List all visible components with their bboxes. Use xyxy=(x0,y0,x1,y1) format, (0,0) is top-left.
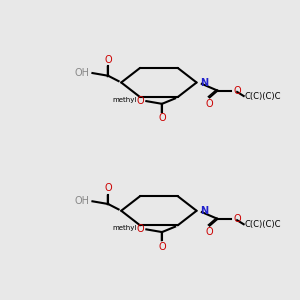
Text: methyl: methyl xyxy=(113,97,137,103)
Text: OH: OH xyxy=(75,196,90,206)
Text: O: O xyxy=(104,55,112,65)
Text: O: O xyxy=(104,183,112,193)
Text: O: O xyxy=(136,224,144,234)
Text: O: O xyxy=(233,214,241,224)
Text: O: O xyxy=(206,99,214,109)
Text: O: O xyxy=(233,85,241,96)
Text: O: O xyxy=(158,242,166,251)
Text: C(C)(C)C: C(C)(C)C xyxy=(245,92,281,100)
Text: N: N xyxy=(200,206,208,216)
Text: O: O xyxy=(158,113,166,123)
Text: C(C)(C)C: C(C)(C)C xyxy=(245,220,281,229)
Text: methyl: methyl xyxy=(113,225,137,231)
Text: OH: OH xyxy=(75,68,90,78)
Text: O: O xyxy=(136,96,144,106)
Text: N: N xyxy=(200,77,208,88)
Text: O: O xyxy=(206,227,214,237)
